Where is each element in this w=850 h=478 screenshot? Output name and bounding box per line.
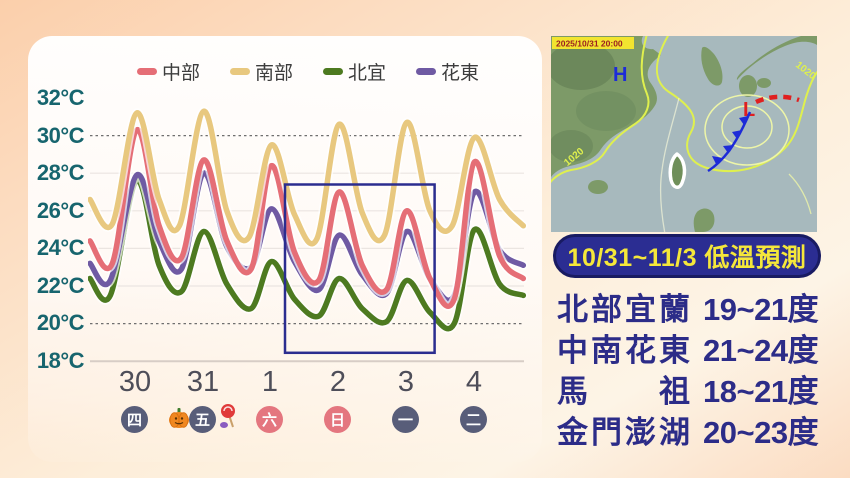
forecast-range: 20~23度	[703, 415, 819, 450]
hualien-taitung-line-swatch	[416, 68, 437, 75]
cold-front-barb	[732, 130, 742, 139]
y-axis-label: 18°C	[36, 348, 85, 373]
map-timestamp: 2025/10/31 20:00	[556, 39, 623, 49]
series-line-中部	[88, 127, 527, 309]
forecast-list: 北部宜蘭 19~21度 中南花東 21~24度 馬祖 18~21度 金門澎湖 2…	[557, 289, 825, 453]
y-axis-label: 20°C	[36, 310, 85, 335]
north-yilan-line-swatch	[323, 68, 343, 75]
legend-item-hualien-taitung: 花東	[416, 58, 479, 85]
legend-label: 南部	[254, 63, 293, 84]
legend-label: 花東	[441, 63, 480, 84]
x-axis-date: 31	[186, 366, 220, 398]
weekday-badge-sun: 日	[324, 406, 351, 433]
cold-front-barb	[712, 156, 723, 164]
hainan-island	[588, 180, 608, 194]
taiwan-island	[668, 152, 687, 189]
low-temp-highlight-box	[283, 183, 436, 355]
surface-weather-map: 1020 1020 H L 2025/10/31 20:00	[551, 36, 817, 232]
chart-legend: 中部 南部 北宜 花東	[88, 58, 528, 85]
weekday-badge-tue: 二	[460, 406, 487, 433]
forecast-range: 18~21度	[703, 374, 819, 409]
cold-front-barb	[723, 145, 734, 153]
central-line-swatch	[136, 68, 157, 75]
weekday-badge-fri: 五	[189, 406, 216, 433]
legend-label: 北宜	[348, 63, 387, 84]
kyushu-island	[739, 75, 757, 97]
x-axis-date: 4	[465, 366, 483, 398]
south-line-swatch	[229, 68, 250, 75]
forecast-row: 馬祖 18~21度	[557, 371, 825, 412]
series-line-北宜	[88, 177, 527, 332]
x-axis-date: 1	[261, 366, 279, 398]
legend-label: 中部	[161, 63, 200, 84]
forecast-region: 北部宜蘭	[557, 292, 690, 327]
lollipop-icon	[220, 404, 235, 428]
isobar-ring	[704, 94, 790, 166]
legend-item-north-yilan: 北宜	[323, 58, 386, 85]
forecast-range: 19~21度	[703, 292, 819, 327]
x-axis-date: 2	[329, 366, 347, 398]
warm-front	[755, 94, 800, 105]
forecast-region: 中南花東	[557, 333, 690, 368]
low-temp-forecast-banner: 10/31~11/3 低溫預測	[553, 234, 821, 278]
isobar-line-faint	[788, 173, 812, 215]
mountain-texture	[551, 130, 593, 162]
pumpkin-icon	[169, 408, 189, 428]
forecast-row: 金門澎湖 20~23度	[557, 412, 825, 453]
forecast-region: 金門澎湖	[557, 415, 690, 450]
forecast-row: 中南花東 21~24度	[557, 330, 825, 371]
forecast-row: 北部宜蘭 19~21度	[557, 289, 825, 330]
map-timestamp-box	[552, 37, 634, 49]
x-axis-date: 30	[118, 366, 152, 398]
isobar-ring	[721, 105, 773, 149]
y-axis-label: 24°C	[36, 235, 85, 260]
forecast-region: 馬祖	[557, 374, 690, 409]
y-axis-label: 22°C	[36, 273, 85, 298]
low-pressure-symbol: L	[743, 99, 755, 121]
legend-item-south: 南部	[229, 58, 293, 85]
high-pressure-symbol: H	[613, 64, 627, 86]
isobar-line-faint	[659, 97, 680, 232]
temperature-line-chart	[88, 106, 528, 363]
cold-front-barb	[739, 116, 748, 125]
y-axis-label: 26°C	[36, 198, 85, 223]
isobar-line	[551, 36, 650, 184]
y-axis-label: 30°C	[36, 123, 85, 148]
luzon-island	[693, 208, 715, 232]
legend-item-central: 中部	[136, 58, 200, 85]
korea-peninsula	[701, 46, 723, 86]
weekday-badge-thu: 四	[121, 406, 148, 433]
weekday-badge-sat: 六	[256, 406, 283, 433]
forecast-range: 21~24度	[703, 333, 819, 368]
x-axis-date: 3	[397, 366, 415, 398]
mountain-texture	[576, 91, 636, 131]
banner-title: 10/31~11/3 低溫預測	[567, 244, 807, 272]
japan-honshu	[736, 36, 817, 80]
shikoku-island	[757, 78, 771, 88]
mountain-texture	[551, 42, 615, 90]
weekday-badge-mon: 一	[392, 406, 419, 433]
isobar-line	[655, 36, 817, 172]
series-line-南部	[88, 108, 527, 247]
y-axis-label: 28°C	[36, 160, 85, 185]
y-axis-label: 32°C	[36, 85, 85, 110]
